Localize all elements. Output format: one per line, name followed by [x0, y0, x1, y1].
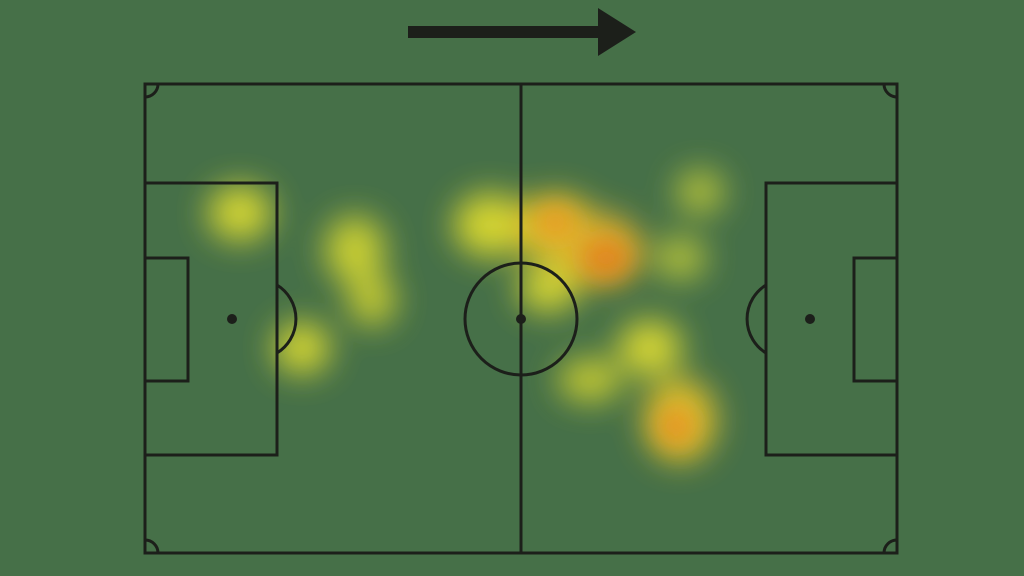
- direction-arrow: [408, 8, 636, 56]
- pitch-spots: [227, 314, 815, 324]
- heat-core-layer: [533, 206, 694, 446]
- pitch: [143, 82, 899, 555]
